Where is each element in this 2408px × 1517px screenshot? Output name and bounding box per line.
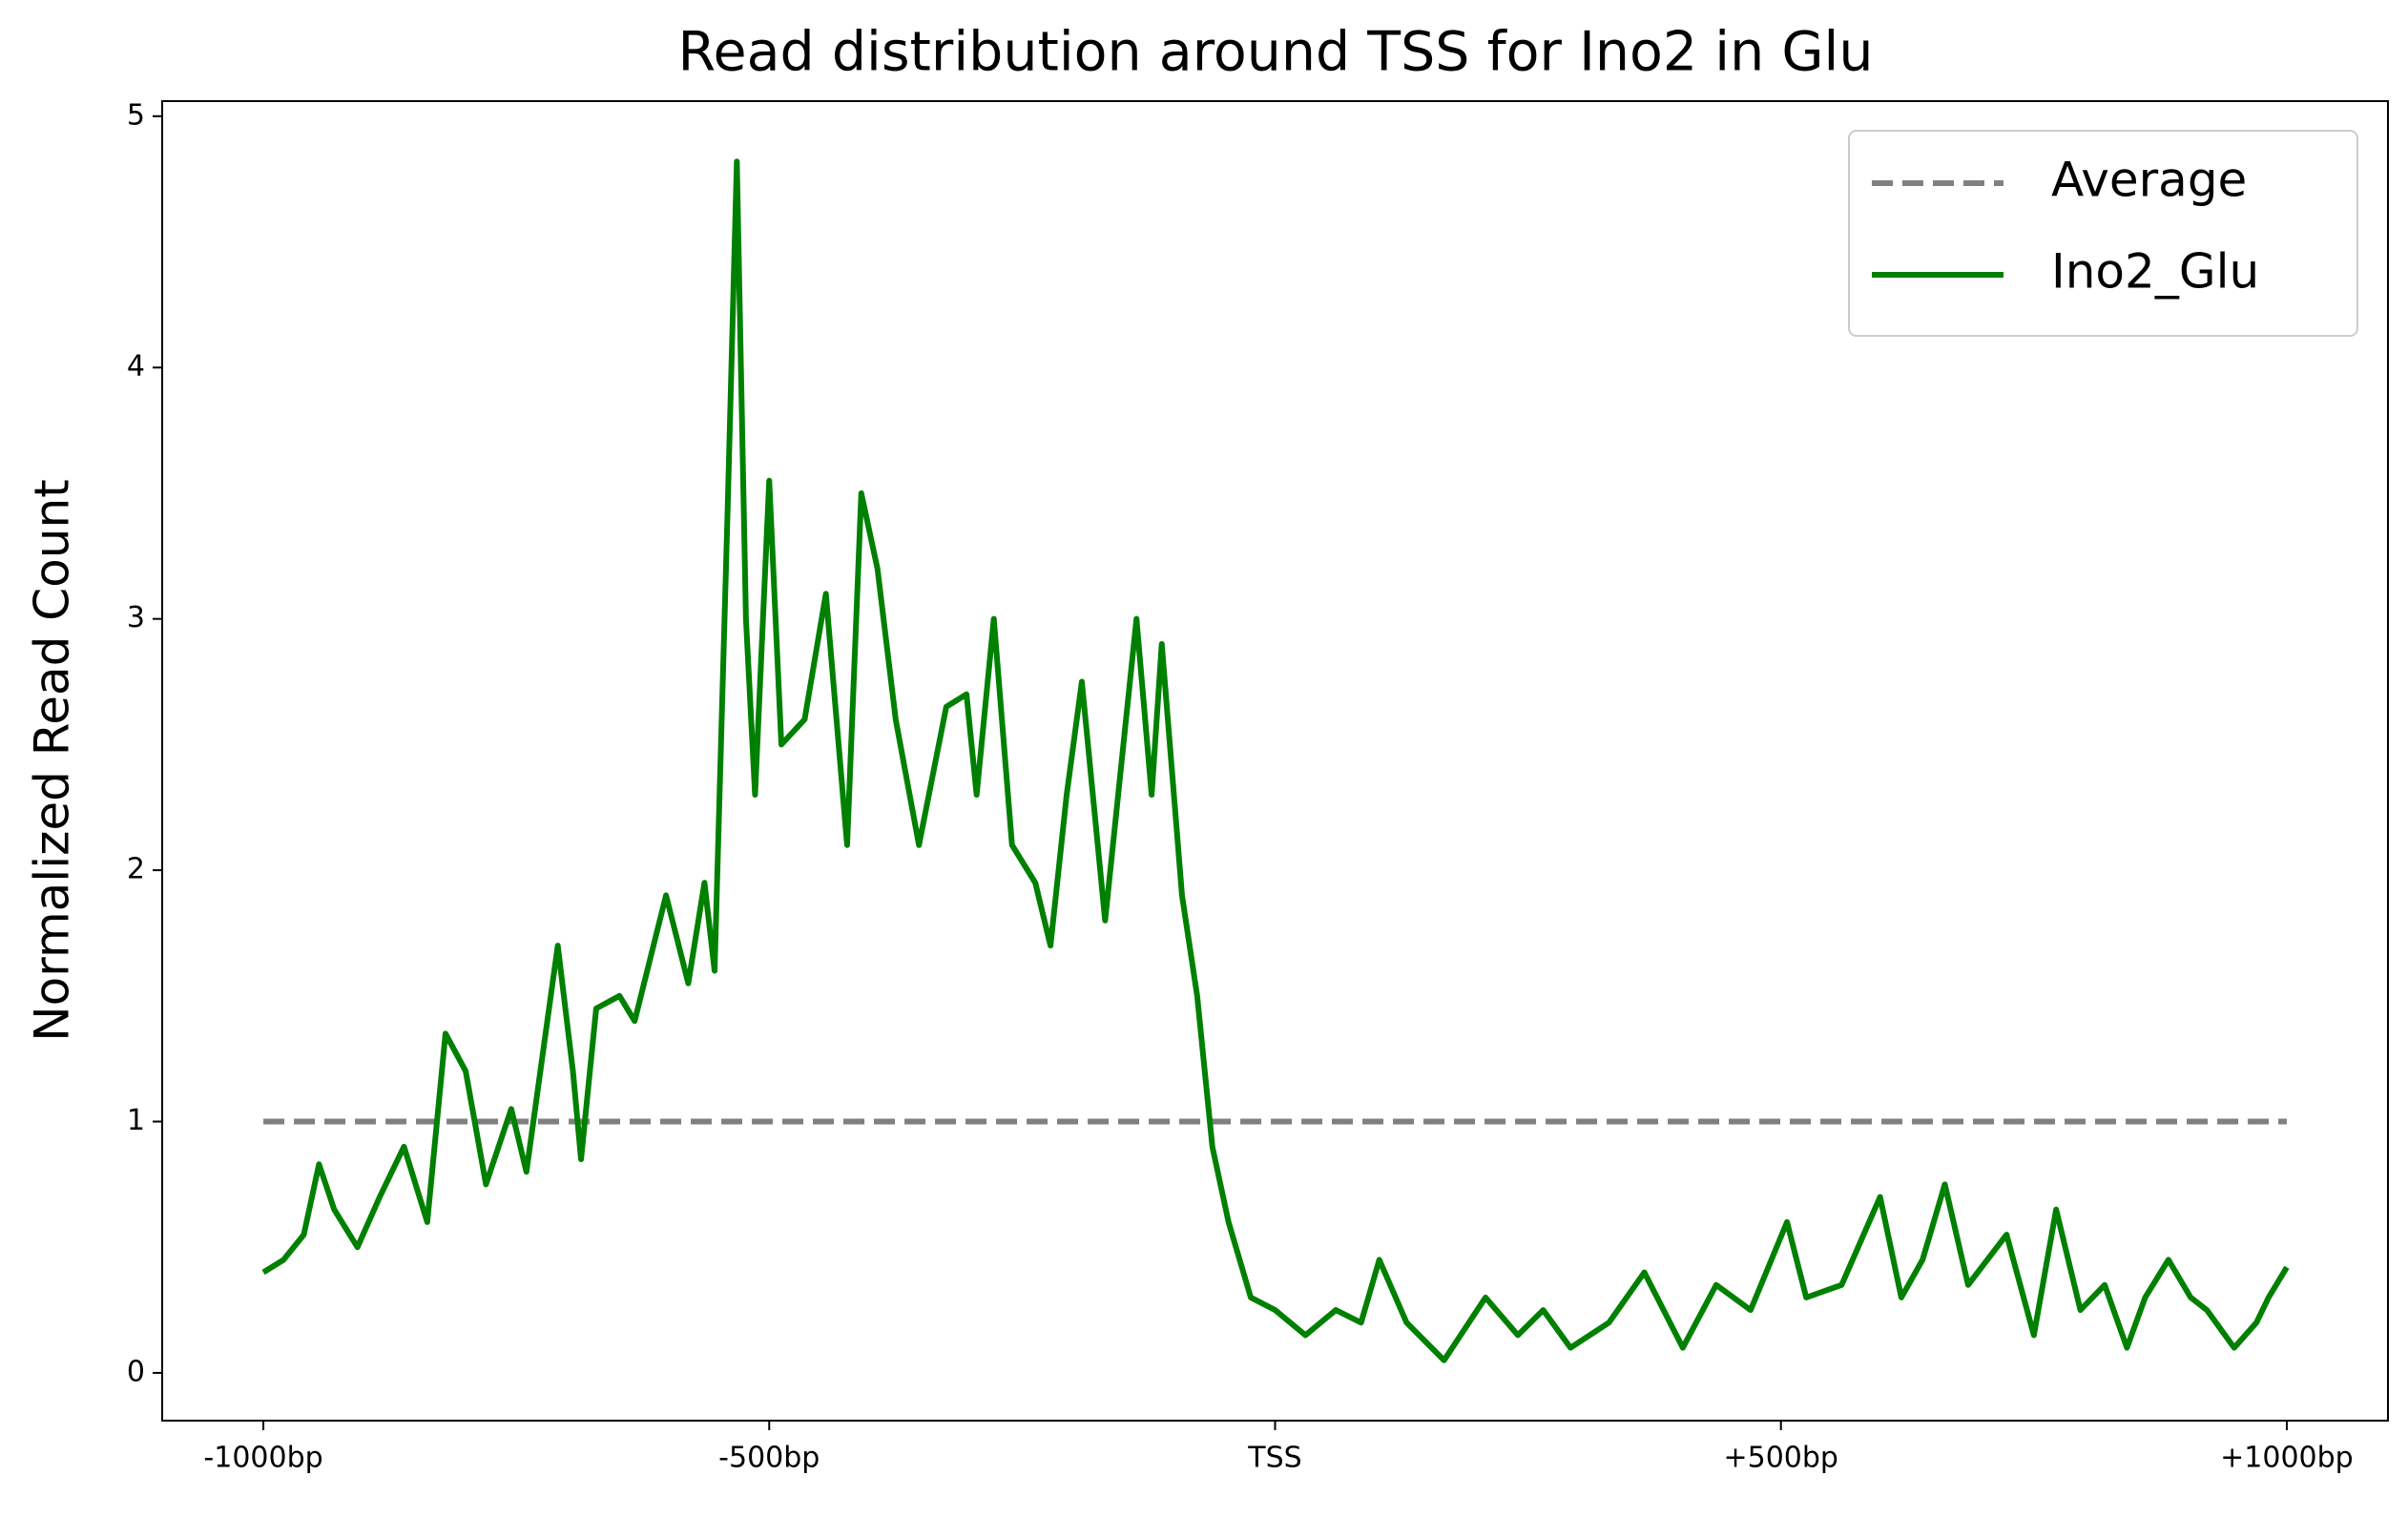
legend: Average Ino2_Glu bbox=[1848, 130, 2358, 337]
x-tick-label: +1000bp bbox=[2220, 1442, 2354, 1475]
x-tick-label: -1000bp bbox=[203, 1442, 322, 1475]
plot-frame bbox=[161, 100, 2389, 1422]
y-tick-label: 0 bbox=[127, 1355, 145, 1388]
legend-label: Ino2_Glu bbox=[2051, 244, 2259, 300]
line-series bbox=[261, 158, 2290, 1363]
x-tick-label: +500bp bbox=[1723, 1442, 1837, 1475]
y-axis-label: Normalized Read Count bbox=[25, 479, 80, 1041]
x-tick-label: -500bp bbox=[718, 1442, 820, 1475]
y-tick-label: 2 bbox=[127, 853, 145, 886]
y-tick-label: 1 bbox=[127, 1104, 145, 1137]
y-tick-label: 5 bbox=[127, 98, 145, 132]
y-tick-label: 3 bbox=[127, 601, 145, 634]
legend-label: Average bbox=[2051, 153, 2247, 208]
y-tick-label: 4 bbox=[127, 350, 145, 384]
x-tick-label: TSS bbox=[1247, 1442, 1301, 1475]
chart-title: Read distribution around TSS for Ino2 in… bbox=[677, 21, 1873, 84]
